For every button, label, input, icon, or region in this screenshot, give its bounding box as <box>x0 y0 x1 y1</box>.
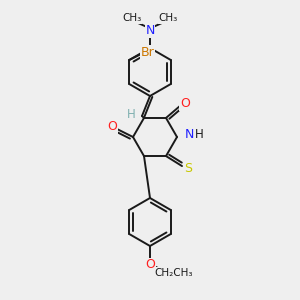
Text: N: N <box>184 128 194 142</box>
Text: CH₃: CH₃ <box>158 13 178 23</box>
Text: O: O <box>107 121 117 134</box>
Text: S: S <box>184 162 192 175</box>
Text: O: O <box>180 98 190 110</box>
Text: Br: Br <box>140 46 154 59</box>
Text: CH₃: CH₃ <box>122 13 142 23</box>
Text: O: O <box>145 259 155 272</box>
Text: H: H <box>195 128 203 142</box>
Text: CH₂CH₃: CH₂CH₃ <box>155 268 193 278</box>
Text: H: H <box>127 107 135 121</box>
Text: N: N <box>145 25 155 38</box>
